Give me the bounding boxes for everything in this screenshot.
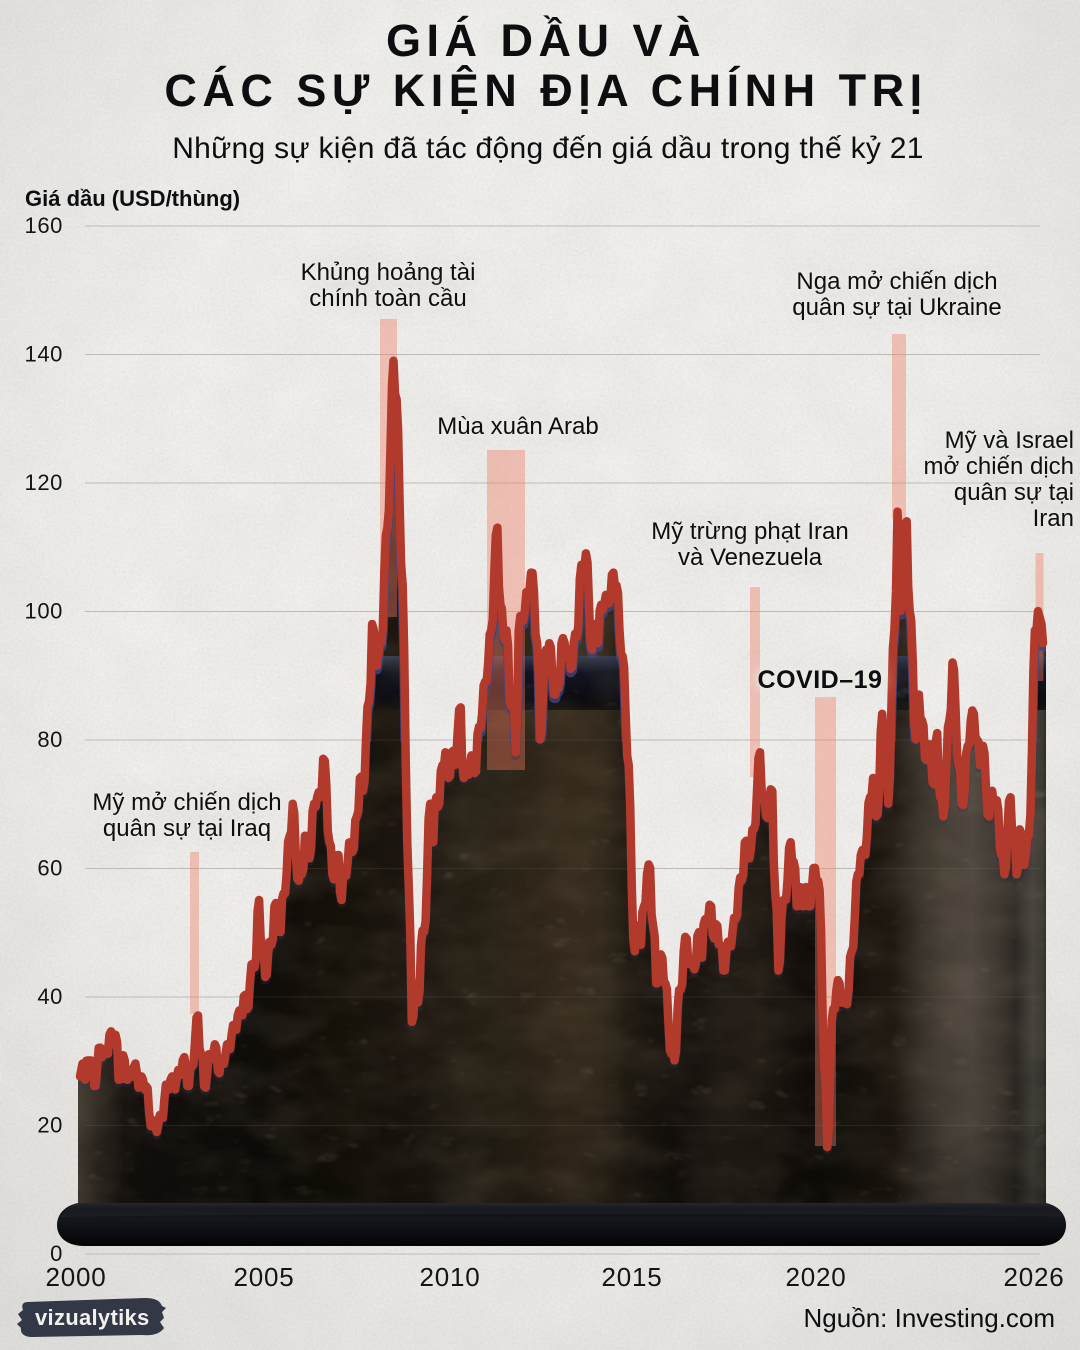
svg-text:0: 0 — [50, 1241, 63, 1266]
svg-text:2026: 2026 — [1003, 1262, 1064, 1292]
svg-text:60: 60 — [37, 856, 63, 881]
svg-text:2010: 2010 — [419, 1262, 480, 1292]
svg-text:140: 140 — [24, 342, 63, 367]
svg-text:2020: 2020 — [785, 1262, 846, 1292]
svg-text:80: 80 — [37, 727, 63, 752]
svg-text:120: 120 — [24, 470, 63, 495]
svg-text:2000: 2000 — [45, 1262, 106, 1292]
svg-text:2005: 2005 — [233, 1262, 294, 1292]
svg-text:2015: 2015 — [601, 1262, 662, 1292]
svg-text:40: 40 — [37, 984, 63, 1009]
svg-text:160: 160 — [24, 213, 63, 238]
svg-text:20: 20 — [37, 1113, 63, 1138]
svg-text:100: 100 — [24, 599, 63, 624]
